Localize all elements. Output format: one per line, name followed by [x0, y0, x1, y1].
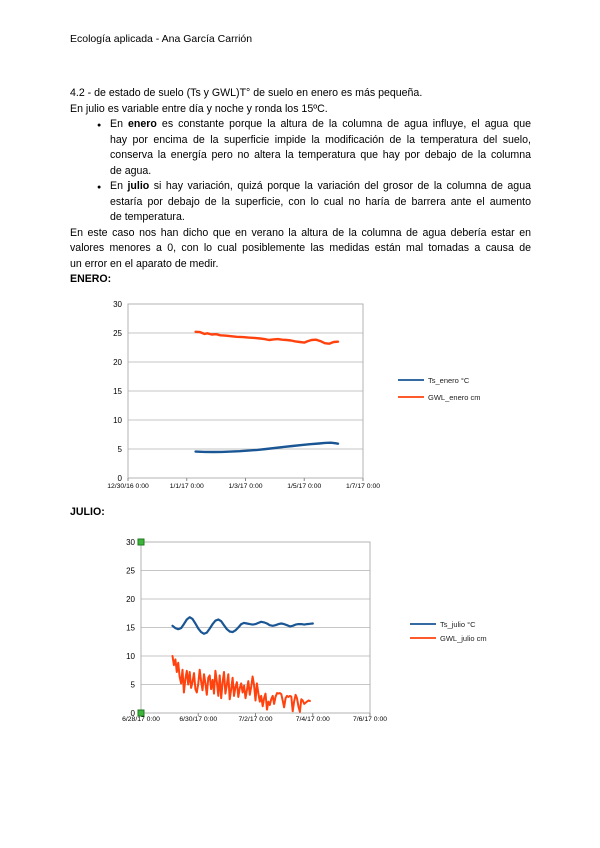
- series-line-Ts_julio °C: [171, 616, 314, 635]
- selection-handle-icon[interactable]: [137, 538, 145, 546]
- y-tick-label: 0: [131, 709, 136, 718]
- section-title-julio: JULIO:: [70, 506, 105, 518]
- bullet-enero-line-2: hay por encima de la superficie impide l…: [110, 133, 531, 146]
- closing-line-1: En este caso nos han dicho que en verano…: [70, 226, 531, 239]
- bold-word: enero: [128, 118, 157, 130]
- bullet-enero-line-3: conserva la energía pero no altera la te…: [110, 149, 531, 161]
- x-tick-label: 7/6/17 0:00: [353, 716, 387, 723]
- body-text: 4.2 - de estado de suelo (Ts y GWL)T° de…: [70, 86, 531, 288]
- legend-label: GWL_enero cm: [428, 393, 481, 402]
- x-tick-label: 1/3/17 0:00: [228, 483, 262, 490]
- legend-label: Ts_julio °C: [440, 620, 476, 629]
- x-tick-label: 1/7/17 0:00: [346, 483, 380, 490]
- y-tick-label: 15: [113, 387, 122, 396]
- y-tick-label: 0: [118, 474, 123, 483]
- bullet-text: es constante porque la altura de la colu…: [156, 118, 531, 130]
- x-tick-label: 1/1/17 0:00: [170, 483, 204, 490]
- closing-line-3: un error en el aparato de medir.: [70, 257, 219, 270]
- legend-label: GWL_julio cm: [440, 634, 487, 643]
- y-tick-label: 30: [113, 300, 122, 309]
- intro-line-1: 4.2 - de estado de suelo (Ts y GWL)T° de…: [70, 87, 423, 99]
- bullet-icon: ●: [97, 184, 102, 191]
- y-tick-label: 30: [126, 538, 135, 547]
- enero-chart[interactable]: 0 5 10 15 20 25 30 12/30/16 0:00 1/1/17 0:00 1/3/…: [70, 293, 540, 498]
- closing-line-2: valores menores a 0, con lo cual posible…: [70, 242, 531, 254]
- series-line-Ts_enero °C: [194, 441, 340, 454]
- x-tick-label: 7/4/17 0:00: [296, 716, 330, 723]
- bullet-julio-line-2: estaría por debajo de la superficie, con…: [110, 195, 531, 208]
- x-tick-label: 6/28/17 0:00: [122, 716, 160, 723]
- y-tick-label: 25: [126, 567, 135, 576]
- y-tick-label: 5: [118, 445, 123, 454]
- bullet-enero-line-4: de agua.: [110, 164, 152, 177]
- bold-word: julio: [127, 180, 150, 192]
- page-header: Ecología aplicada - Ana García Carrión: [70, 33, 253, 45]
- section-title-enero: ENERO:: [70, 273, 112, 285]
- bullet-enero-line-1: ● En enero es constante porque la altura …: [70, 117, 531, 133]
- legend-label: Ts_enero °C: [428, 376, 470, 385]
- y-tick-label: 20: [113, 358, 122, 367]
- bullet-text: si hay variación, quizá porque la variac…: [149, 180, 531, 192]
- y-tick-label: 5: [131, 681, 136, 690]
- y-tick-label: 10: [126, 652, 135, 661]
- x-tick-label: 12/30/16 0:00: [107, 483, 149, 490]
- bullet-julio-line-1: ● En julio si hay variación, quizá porque…: [70, 179, 531, 195]
- y-tick-label: 25: [113, 329, 122, 338]
- selection-handle-icon[interactable]: [137, 709, 145, 717]
- bullet-julio-line-3: de temperatura.: [110, 211, 185, 223]
- series-line-GWL_julio cm: [171, 655, 311, 713]
- x-tick-label: 7/2/17 0:00: [238, 716, 272, 723]
- bullet-text: En: [110, 180, 128, 192]
- y-tick-label: 15: [126, 624, 135, 633]
- julio-chart[interactable]: 0 5 10 15 20 25 30 6/28/17 0:00 6/30/17 0:00 7/2/…: [70, 533, 540, 735]
- y-tick-label: 10: [113, 416, 122, 425]
- x-tick-label: 6/30/17 0:00: [179, 716, 217, 723]
- bullet-icon: ●: [97, 122, 102, 129]
- y-tick-label: 20: [126, 595, 135, 604]
- x-tick-label: 1/5/17 0:00: [287, 483, 321, 490]
- intro-line-2: En julio es variable entre día y noche y…: [70, 102, 328, 115]
- series-line-GWL_enero cm: [194, 330, 340, 345]
- bullet-text: En: [110, 118, 129, 130]
